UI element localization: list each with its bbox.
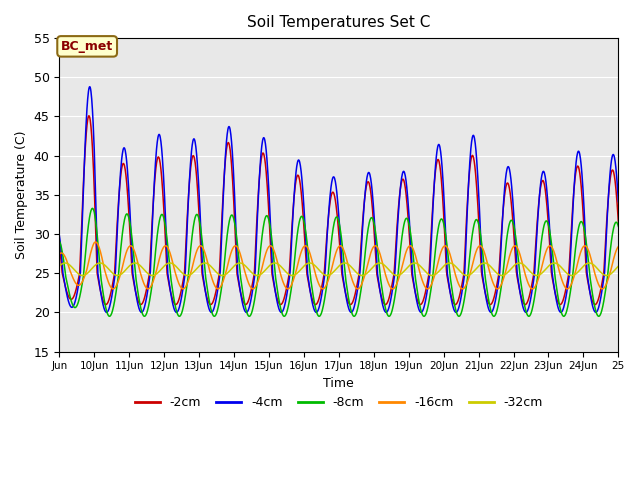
Line: -32cm: -32cm — [60, 263, 618, 276]
Title: Soil Temperatures Set C: Soil Temperatures Set C — [247, 15, 431, 30]
-32cm — [608, 270, 616, 276]
-8cm — [314, 312, 322, 318]
-2cm — [324, 214, 332, 219]
-2cm — [471, 164, 479, 169]
-2cm — [85, 113, 93, 119]
-8cm — [608, 235, 616, 241]
-8cm — [324, 268, 332, 274]
-16cm — [553, 259, 561, 264]
-32cm — [61, 260, 69, 266]
-8cm — [595, 313, 602, 319]
-16cm — [92, 239, 100, 245]
-32cm — [614, 263, 622, 269]
-8cm — [471, 219, 479, 225]
-2cm — [143, 284, 151, 289]
-8cm — [88, 205, 96, 211]
-8cm — [56, 238, 63, 244]
-4cm — [324, 213, 332, 219]
-32cm — [56, 263, 63, 269]
-32cm — [324, 273, 332, 278]
-4cm — [314, 308, 322, 313]
-2cm — [614, 219, 622, 225]
Line: -16cm: -16cm — [60, 242, 618, 289]
-4cm — [592, 310, 600, 315]
-2cm — [608, 168, 616, 174]
-32cm — [314, 266, 322, 272]
Y-axis label: Soil Temperature (C): Soil Temperature (C) — [15, 131, 28, 259]
-2cm — [591, 301, 599, 307]
Line: -8cm: -8cm — [60, 208, 618, 316]
-16cm — [598, 286, 606, 292]
-32cm — [603, 273, 611, 278]
Legend: -2cm, -4cm, -8cm, -16cm, -32cm: -2cm, -4cm, -8cm, -16cm, -32cm — [130, 391, 548, 414]
-2cm — [553, 296, 561, 302]
-2cm — [314, 299, 322, 305]
-8cm — [143, 309, 151, 315]
-16cm — [56, 251, 63, 257]
-32cm — [553, 261, 561, 266]
-4cm — [143, 292, 151, 298]
-4cm — [86, 84, 93, 90]
-8cm — [553, 287, 561, 292]
-16cm — [324, 277, 332, 283]
-32cm — [471, 267, 479, 273]
Line: -4cm: -4cm — [60, 87, 618, 312]
-16cm — [614, 244, 622, 250]
-32cm — [143, 270, 151, 276]
Line: -2cm: -2cm — [60, 116, 618, 304]
-4cm — [614, 199, 622, 204]
-16cm — [608, 264, 616, 269]
-16cm — [314, 279, 322, 285]
-4cm — [553, 300, 561, 305]
-4cm — [471, 138, 479, 144]
-8cm — [614, 224, 622, 229]
X-axis label: Time: Time — [323, 377, 354, 390]
-4cm — [56, 232, 63, 238]
-16cm — [471, 252, 479, 258]
-2cm — [56, 243, 63, 249]
-16cm — [143, 286, 151, 291]
Text: BC_met: BC_met — [61, 40, 113, 53]
-4cm — [608, 156, 616, 161]
